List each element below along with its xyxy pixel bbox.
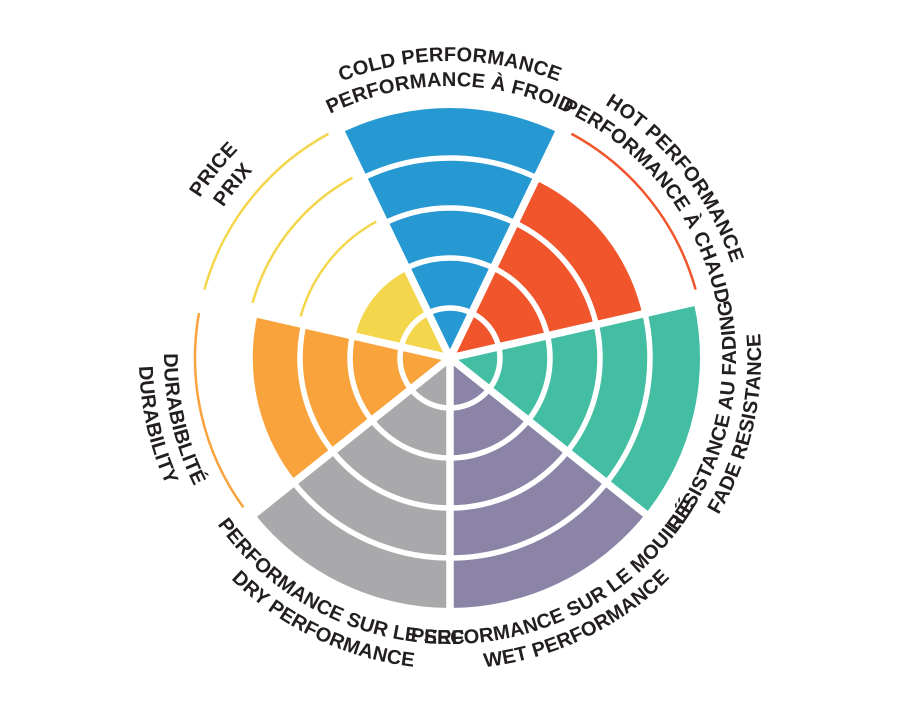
segment-cold-performance-wedge	[341, 108, 559, 359]
segment-price-remaining-ring-4	[251, 176, 354, 304]
segment-gap-line	[446, 123, 566, 360]
segment-gap-line	[245, 355, 453, 522]
segment-dry-performance-wedge	[254, 358, 450, 608]
segment-gap-line	[449, 296, 703, 362]
segment-fade-resistance-wedge	[450, 302, 700, 514]
segment-price-remaining-ring-5	[203, 132, 330, 290]
segment-price-remaining-ring-3	[299, 220, 377, 317]
segment-wet-performance-wedge	[450, 358, 646, 608]
segment-gap-line	[197, 296, 451, 362]
segment-hot-performance-remaining-ring-5	[570, 132, 697, 290]
segment-gap-line	[447, 355, 655, 522]
segment-durability-remaining-ring-5	[193, 312, 245, 509]
segment-gap-line	[334, 123, 454, 360]
